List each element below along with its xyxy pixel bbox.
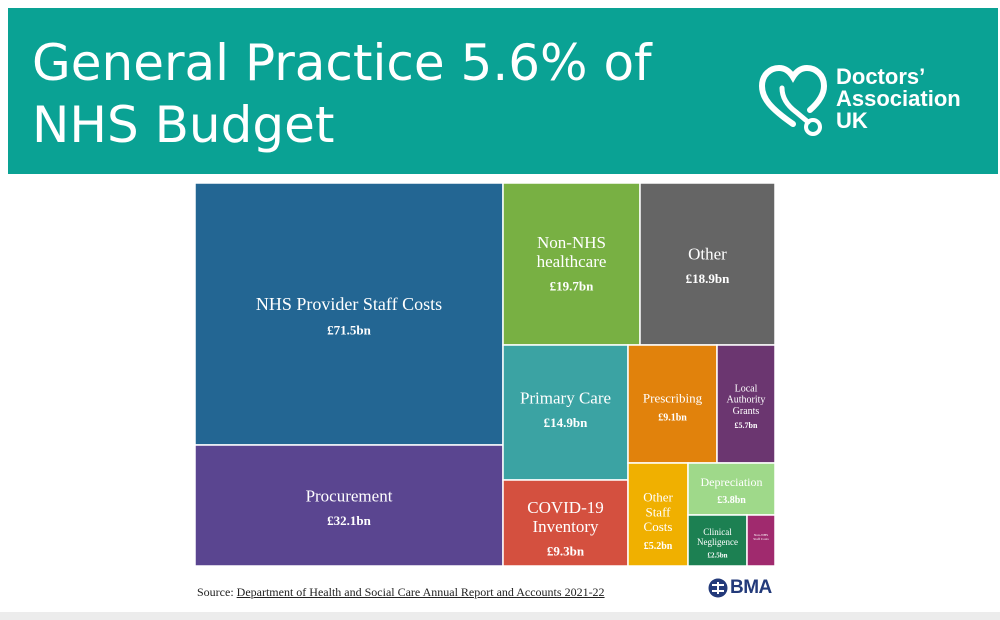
treemap-label-clinical-negligence: Clinical Negligence	[697, 527, 738, 547]
treemap-tile-nhs-provider-staff-costs: NHS Provider Staff Costs £71.5bn	[195, 183, 504, 446]
treemap-value-procurement: £32.1bn	[327, 513, 371, 528]
treemap-rect-local-authority-grants	[716, 344, 775, 464]
bottom-divider	[0, 612, 1000, 620]
treemap-value-depreciation: £3.8bn	[717, 495, 746, 506]
treemap-rect-other	[639, 183, 775, 346]
treemap-rect-primary-care	[502, 344, 629, 481]
treemap-label-depreciation: Depreciation	[701, 475, 763, 489]
logo-wordmark: Doctors’ Association UK	[836, 66, 961, 132]
title-line-1: General Practice 5.6% of	[32, 34, 652, 92]
logo-line-1: Doctors’	[836, 64, 926, 89]
treemap-value-primary-care: £14.9bn	[544, 415, 588, 430]
treemap-label-nhs-provider-staff-costs: NHS Provider Staff Costs	[256, 294, 442, 314]
doctors-association-logo: Doctors’ Association UK	[758, 62, 980, 142]
treemap-rect-prescribing	[627, 344, 718, 464]
treemap-tile-depreciation: Depreciation £3.8bn	[687, 462, 775, 516]
treemap-label-primary-care: Primary Care	[520, 388, 611, 407]
treemap-value-other: £18.9bn	[686, 271, 730, 286]
logo-line-2: Association	[836, 86, 961, 111]
treemap-label-local-authority-grants: Local Authority Grants	[727, 384, 766, 417]
bma-wordmark: BMA	[730, 577, 772, 598]
page-title: General Practice 5.6% of NHS Budget	[32, 32, 652, 156]
treemap-tile-local-authority-grants: Local Authority Grants £5.7bn	[716, 344, 775, 464]
treemap-value-local-authority-grants: £5.7bn	[735, 421, 758, 430]
treemap-label-non-nhs-healthcare: Non-NHS healthcare	[537, 233, 607, 271]
title-line-2: NHS Budget	[32, 96, 335, 154]
treemap-value-nhs-provider-staff-costs: £71.5bn	[327, 322, 371, 337]
treemap-rect-clinical-negligence	[687, 514, 748, 566]
treemap-label-prescribing: Prescribing	[643, 390, 703, 405]
treemap-tile-clinical-negligence: Clinical Negligence £2.5bn	[687, 514, 748, 566]
treemap-tile-other-staff-costs: Other Staff Costs £5.2bn	[627, 462, 689, 566]
logo-line-3: UK	[836, 108, 868, 133]
budget-treemap: NHS Provider Staff Costs £71.5bn Procureme…	[195, 183, 775, 566]
treemap-label-covid-19-inventory: COVID-19 Inventory	[527, 498, 604, 536]
heart-stethoscope-icon	[758, 64, 828, 136]
treemap-rect-other-staff-costs	[627, 462, 689, 566]
treemap-tile-non-nhs-staff-costs: Non-NHS Staff Costs	[746, 514, 775, 566]
treemap-rect-procurement	[195, 444, 504, 566]
treemap-value-covid-19-inventory: £9.3bn	[547, 544, 585, 559]
treemap-tile-covid-19-inventory: COVID-19 Inventory £9.3bn	[502, 479, 629, 566]
title-banner: General Practice 5.6% of NHS Budget Doct…	[8, 8, 998, 174]
treemap-tile-non-nhs-healthcare: Non-NHS healthcare £19.7bn	[502, 183, 641, 346]
treemap-label-procurement: Procurement	[306, 486, 393, 505]
treemap-rect-covid-19-inventory	[502, 479, 629, 566]
treemap-tile-other: Other £18.9bn	[639, 183, 775, 346]
treemap-value-other-staff-costs: £5.2bn	[644, 541, 673, 552]
treemap-rect-non-nhs-healthcare	[502, 183, 641, 346]
treemap-rect-depreciation	[687, 462, 775, 516]
treemap-rect-non-nhs-staff-costs	[746, 514, 775, 566]
treemap-value-clinical-negligence: £2.5bn	[707, 552, 727, 560]
treemap-label-non-nhs-staff-costs: Non-NHS Staff Costs	[753, 533, 769, 541]
source-prefix: Source:	[197, 585, 237, 599]
source-link[interactable]: Department of Health and Social Care Ann…	[236, 585, 605, 599]
bma-logo: BMA	[708, 577, 772, 599]
treemap-tile-primary-care: Primary Care £14.9bn	[502, 344, 629, 481]
treemap-label-other: Other	[688, 244, 727, 263]
bma-emblem-icon	[708, 578, 728, 598]
treemap-value-prescribing: £9.1bn	[658, 412, 687, 423]
treemap-tile-prescribing: Prescribing £9.1bn	[627, 344, 718, 464]
treemap-svg: NHS Provider Staff Costs £71.5bn Procureme…	[195, 183, 775, 566]
treemap-rect-nhs-provider-staff-costs	[195, 183, 504, 446]
source-footer: Source: Department of Health and Social …	[197, 585, 605, 600]
treemap-label-other-staff-costs: Other Staff Costs	[643, 490, 673, 534]
treemap-tile-procurement: Procurement £32.1bn	[195, 444, 504, 566]
treemap-value-non-nhs-healthcare: £19.7bn	[550, 279, 594, 294]
